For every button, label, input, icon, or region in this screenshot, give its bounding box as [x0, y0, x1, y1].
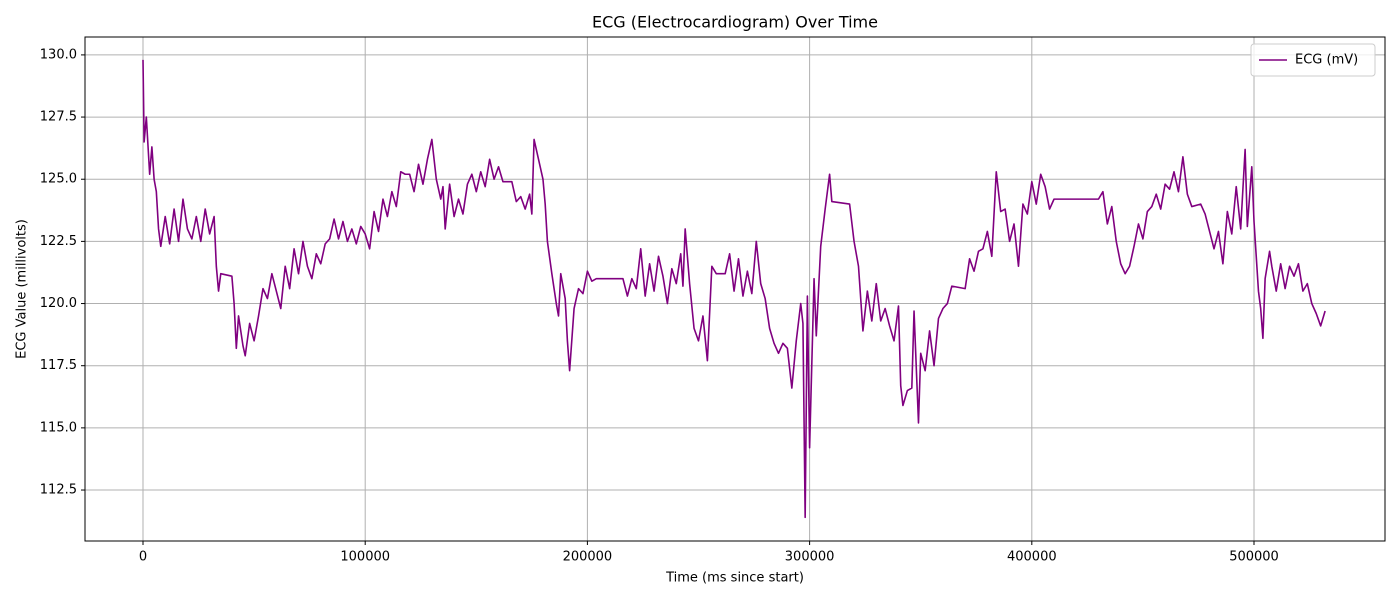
- x-axis-label: Time (ms since start): [665, 571, 804, 586]
- x-tick-label: 100000: [340, 550, 390, 565]
- legend-label: ECG (mV): [1295, 53, 1358, 68]
- y-tick-label: 130.0: [40, 47, 77, 62]
- data-line: [142, 59, 1326, 519]
- x-tick-label: 400000: [1007, 550, 1057, 565]
- legend-box: [1250, 43, 1376, 77]
- plot: [142, 59, 1326, 519]
- y-axis-label: ECG Value (millivolts): [15, 219, 30, 359]
- y-tick-label: 127.5: [40, 110, 77, 125]
- chart-title: ECG (Electrocardiogram) Over Time: [592, 13, 878, 32]
- y-tick-label: 115.0: [40, 420, 77, 435]
- x-tick-label: 500000: [1229, 550, 1279, 565]
- x-tick-label: 0: [139, 550, 147, 565]
- y-tick-label: 117.5: [40, 358, 77, 373]
- x-tick-label: 200000: [563, 550, 613, 565]
- y-tick-label: 125.0: [40, 172, 77, 187]
- grid: 0 100000 200000 300000 400000 500000 112.5 115.…: [40, 37, 1385, 565]
- x-tick-label: 300000: [785, 550, 835, 565]
- plot-frame: [84, 36, 1386, 542]
- y-tick-label: 112.5: [40, 483, 77, 498]
- y-tick-label: 120.0: [40, 296, 77, 311]
- y-tick-label: 122.5: [40, 234, 77, 249]
- legend: ECG (mV): [1250, 43, 1376, 77]
